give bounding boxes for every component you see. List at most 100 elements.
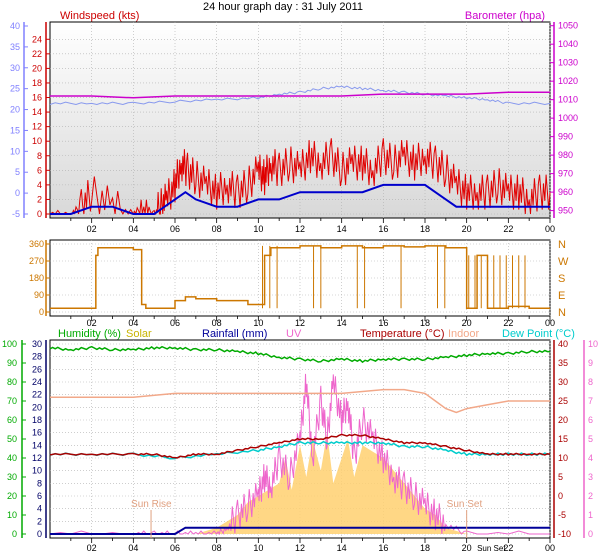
x-tick-label: 16 [378, 543, 388, 553]
x-tick-label: 06 [170, 543, 180, 553]
x-tick-label: 02 [87, 543, 97, 553]
x-tick-label: 04 [128, 318, 138, 328]
x-tick-label: 18 [420, 224, 430, 234]
x-tick-label: 14 [337, 224, 347, 234]
rain-tick-label: 10 [32, 466, 42, 476]
sun-annotation-label: Sun Rise [131, 499, 172, 510]
rain-tick-label: 0 [37, 529, 42, 539]
barometer-alt-line [49, 85, 551, 106]
humidity-tick-label: 80 [7, 377, 17, 387]
compass-label: S [558, 273, 565, 285]
baro-tick-label: 1000 [558, 113, 578, 123]
wind-outer-tick-label: 20 [10, 105, 20, 115]
indoor-legend: Indoor [448, 328, 480, 340]
uv-tick-label: 0 [588, 529, 593, 539]
uv-tick-label: 10 [588, 339, 598, 349]
temperature-tick-label: 20 [558, 415, 568, 425]
direction-tick-label: 180 [29, 273, 44, 283]
wind-outer-tick-label: -5 [12, 209, 20, 219]
wind-inner-tick-label: 10 [32, 136, 42, 146]
uv-tick-label: 3 [588, 472, 593, 482]
direction-tick-label: 90 [34, 290, 44, 300]
x-tick-label: 08 [212, 318, 222, 328]
x-tick-label: 10 [253, 318, 263, 328]
barometer-line [50, 91, 550, 99]
temperature-tick-label: 15 [558, 434, 568, 444]
x-tick-label: 02 [87, 224, 97, 234]
uv-legend: UV [286, 328, 302, 340]
uv-tick-label: 5 [588, 434, 593, 444]
wind-outer-tick-label: 35 [10, 42, 20, 52]
direction-tick-label: 0 [39, 307, 44, 317]
uv-tick-label: 1 [588, 510, 593, 520]
baro-tick-label: 960 [558, 187, 573, 197]
rain-tick-label: 28 [32, 352, 42, 362]
humidity-tick-label: 50 [7, 434, 17, 444]
rain-tick-label: 24 [32, 377, 42, 387]
wind-inner-tick-label: 6 [37, 165, 42, 175]
x-tick-label: 02 [87, 318, 97, 328]
rain-tick-label: 18 [32, 415, 42, 425]
temperature-tick-label: -10 [558, 529, 571, 539]
rain-tick-label: 2 [37, 516, 42, 526]
humidity-tick-label: 70 [7, 396, 17, 406]
temperature-tick-label: 10 [558, 453, 568, 463]
wind-direction-line [50, 245, 550, 309]
x-tick-label: 20 [462, 543, 472, 553]
x-tick-label: 06 [170, 224, 180, 234]
x-tick-label: 14 [337, 543, 347, 553]
direction-tick-label: 360 [29, 239, 44, 249]
rain-tick-label: 14 [32, 440, 42, 450]
uv-tick-label: 9 [588, 358, 593, 368]
x-tick-label: 08 [212, 224, 222, 234]
uv-tick-label: 2 [588, 491, 593, 501]
x-tick-label: 20 [462, 318, 472, 328]
rain-tick-label: 6 [37, 491, 42, 501]
wind-outer-tick-label: 30 [10, 63, 20, 73]
wind-inner-tick-label: 2 [37, 194, 42, 204]
uv-line [49, 373, 550, 536]
uv-tick-label: 8 [588, 377, 593, 387]
rain-tick-label: 20 [32, 402, 42, 412]
wind-outer-tick-label: 0 [15, 188, 20, 198]
x-tick-label: 12 [295, 318, 305, 328]
baro-tick-label: 980 [558, 150, 573, 160]
baro-tick-label: 1030 [558, 58, 578, 68]
humidity-tick-label: 100 [2, 339, 17, 349]
rainfall-line [50, 526, 550, 535]
baro-tick-label: 970 [558, 169, 573, 179]
x-tick-label: 00 [545, 543, 555, 553]
wind-outer-tick-label: 10 [10, 146, 20, 156]
direction-tick-label: 270 [29, 256, 44, 266]
x-tick-label: 10 [253, 224, 263, 234]
x-tick-label: 22 [503, 224, 513, 234]
x-tick-label: 20 [462, 224, 472, 234]
x-tick-label: 08 [212, 543, 222, 553]
page-title: 24 hour graph day : 31 July 2011 [203, 1, 363, 13]
x-tick-label: 04 [128, 224, 138, 234]
temperature-legend: Temperature (°C) [360, 328, 444, 340]
humidity-tick-label: 30 [7, 472, 17, 482]
solar-area [50, 432, 550, 534]
rain-tick-label: 30 [32, 339, 42, 349]
temperature-line [49, 433, 551, 459]
temperature-tick-label: -5 [558, 510, 566, 520]
temperature-tick-label: 0 [558, 491, 563, 501]
rain-tick-label: 12 [32, 453, 42, 463]
baro-tick-label: 950 [558, 206, 573, 216]
temperature-tick-label: 5 [558, 472, 563, 482]
compass-label: N [558, 239, 566, 251]
humidity-tick-label: 0 [12, 529, 17, 539]
wind-inner-tick-label: 20 [32, 63, 42, 73]
x-tick-label: 14 [337, 318, 347, 328]
wind-outer-tick-label: 40 [10, 21, 20, 31]
rain-tick-label: 16 [32, 428, 42, 438]
wind-outer-tick-label: 5 [15, 167, 20, 177]
x-tick-label: 10 [253, 543, 263, 553]
windspeed-gust-line [49, 138, 551, 216]
temperature-tick-label: 35 [558, 358, 568, 368]
wind-inner-tick-label: 22 [32, 49, 42, 59]
solar-legend: Solar [126, 328, 152, 340]
x-tick-label: 16 [378, 224, 388, 234]
